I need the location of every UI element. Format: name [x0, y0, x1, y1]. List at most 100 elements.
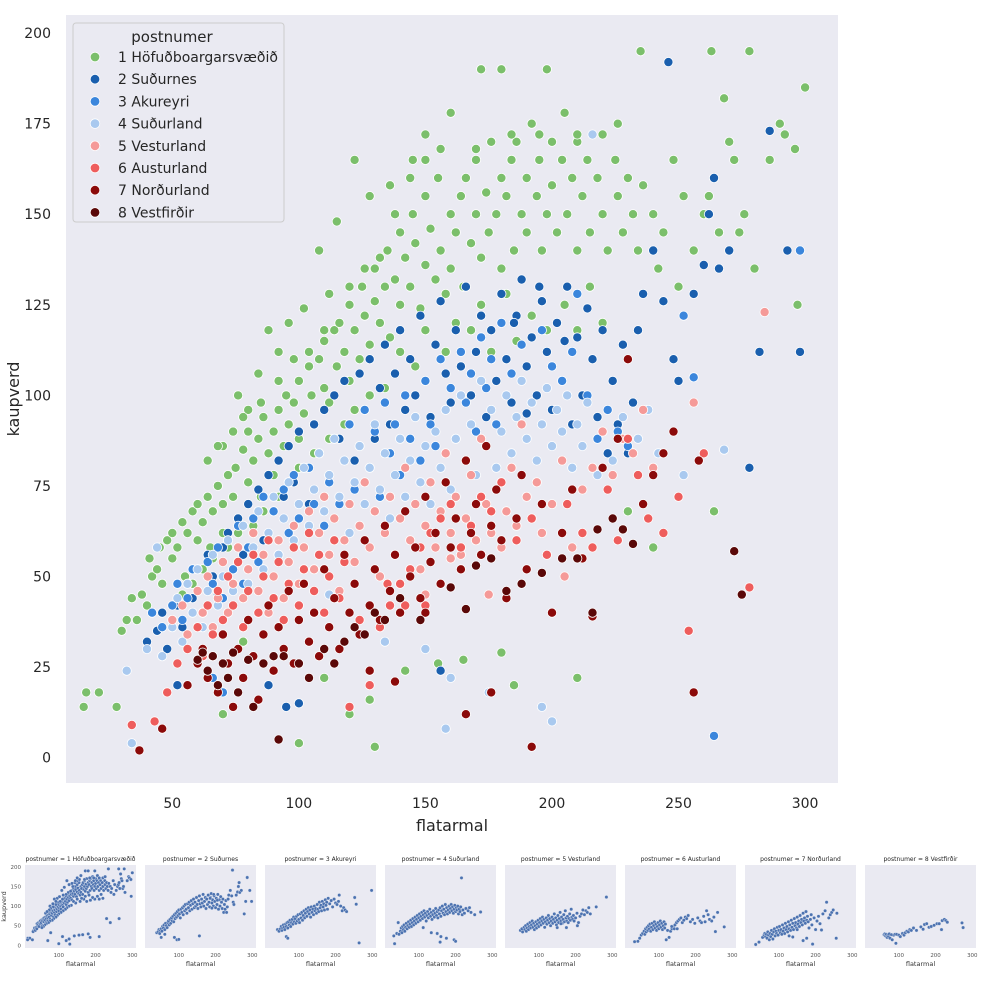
facet-y-axis-label: kaupverd — [0, 891, 8, 921]
facet-data-point — [120, 878, 124, 883]
facet-x-tick-label: 200 — [450, 953, 461, 959]
facet-data-point — [162, 932, 167, 937]
facet-data-point — [117, 880, 121, 885]
data-point — [465, 419, 476, 430]
data-point — [293, 513, 304, 524]
data-point — [329, 433, 340, 444]
data-point — [617, 227, 628, 238]
data-point — [693, 455, 704, 466]
data-point — [410, 542, 421, 553]
data-point — [658, 296, 669, 307]
facet-x-tick-label: 100 — [174, 953, 185, 959]
data-point — [331, 361, 342, 372]
facet-data-point — [77, 933, 81, 937]
data-point — [344, 499, 355, 510]
facet-data-point — [552, 912, 557, 916]
data-point — [192, 654, 203, 665]
y-tick-label: 200 — [24, 26, 51, 42]
data-point — [622, 172, 633, 183]
data-point — [395, 325, 406, 336]
data-point — [643, 513, 654, 524]
legend-marker — [89, 184, 101, 196]
facet-data-point — [588, 912, 593, 916]
main-y-tick-labels: 0 25 50 75 100 125 150 175 200 — [24, 26, 51, 767]
data-point — [217, 629, 228, 640]
facet-data-point — [118, 872, 123, 876]
facet-data-point — [914, 928, 919, 933]
data-point — [445, 263, 456, 274]
data-point — [587, 542, 598, 553]
data-point — [329, 535, 340, 546]
data-point — [202, 557, 213, 568]
facet-data-point — [197, 934, 202, 938]
data-point — [612, 191, 623, 202]
facet-data-point — [88, 935, 92, 940]
data-point — [78, 701, 89, 712]
y-tick-label: 50 — [33, 570, 51, 586]
facet-data-point — [558, 910, 562, 915]
data-point — [435, 143, 446, 154]
data-point — [486, 687, 497, 698]
data-point — [744, 582, 755, 593]
data-point — [273, 535, 284, 546]
legend-item: 7 Norðurland — [89, 183, 210, 199]
data-point — [633, 470, 644, 481]
data-point — [228, 564, 239, 575]
facet-data-point — [392, 941, 397, 946]
facet-x-axis-label: flatarmal — [546, 960, 575, 968]
data-point — [144, 553, 155, 564]
data-point — [126, 720, 137, 731]
data-point — [134, 745, 145, 756]
data-point — [628, 397, 639, 408]
data-point — [597, 462, 608, 473]
facet-data-point — [338, 904, 343, 908]
data-point — [339, 375, 350, 386]
data-point — [536, 419, 547, 430]
data-point — [668, 426, 679, 437]
data-point — [405, 571, 416, 582]
facet-data-point — [894, 941, 898, 946]
facet-data-point — [162, 927, 167, 932]
x-tick-label: 300 — [792, 796, 819, 812]
data-point — [131, 615, 142, 626]
facet-data-point — [464, 906, 468, 911]
facet-data-point — [785, 924, 789, 929]
facet-data-point — [330, 905, 335, 909]
facet-data-point — [178, 916, 183, 920]
data-point — [157, 607, 168, 618]
facet-data-point — [73, 878, 78, 883]
facet-data-point — [67, 937, 71, 941]
data-point — [238, 444, 249, 455]
data-point — [395, 593, 406, 604]
data-point — [511, 535, 522, 546]
data-point — [293, 375, 304, 386]
data-point — [253, 506, 264, 517]
data-point — [395, 607, 406, 618]
facet-x-axis-label: flatarmal — [66, 960, 95, 968]
data-point — [673, 375, 684, 386]
facet-data-point — [70, 884, 75, 889]
facet-y-tick-label: 50 — [14, 924, 21, 930]
facet-data-point — [357, 941, 361, 945]
data-point — [309, 499, 320, 510]
data-point — [202, 455, 213, 466]
data-point — [534, 154, 545, 165]
facet-data-point — [433, 906, 438, 911]
facet-data-point — [226, 897, 230, 901]
data-point — [303, 672, 314, 683]
data-point — [450, 513, 461, 524]
data-point — [121, 665, 132, 676]
facet-data-point — [106, 888, 110, 893]
data-point — [688, 245, 699, 256]
facet-data-point — [699, 920, 704, 925]
data-point — [415, 455, 426, 466]
data-point — [192, 586, 203, 597]
facet-data-point — [213, 905, 218, 910]
facet-data-point — [165, 925, 169, 930]
facet-data-point — [282, 927, 287, 932]
facet-data-point — [961, 925, 965, 930]
data-point — [481, 187, 492, 198]
series-7 — [134, 354, 704, 756]
facet-data-point — [45, 909, 49, 914]
data-point — [339, 636, 350, 647]
